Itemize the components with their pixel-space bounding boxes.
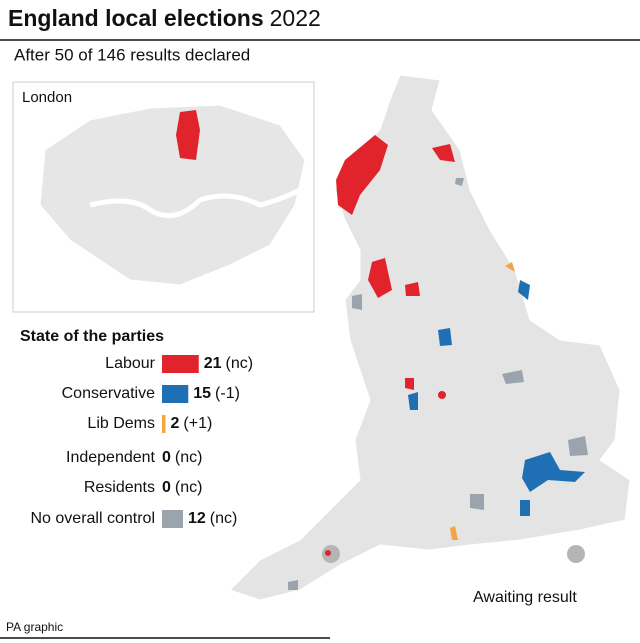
seat-count: 15 (-1) [193,385,240,402]
seats: 2 [171,415,180,432]
region-noc [502,370,524,384]
region-noc [470,494,484,510]
thames [89,187,302,219]
region-labour [176,110,200,160]
region-conservative [520,500,530,516]
region-conservative [518,280,530,300]
key-label: Awaiting result [473,589,577,606]
region-libdem [505,262,515,272]
region-noc [455,178,464,186]
footer: PA graphic [6,620,63,634]
seat-count: 0 (nc) [162,479,202,496]
seat-count: 21 (nc) [204,355,253,372]
awaiting-marker [322,545,340,563]
party-name: Labour [105,355,155,372]
seats: 15 [193,385,211,402]
party-name: Independent [66,449,156,466]
inset-label: London [22,89,72,106]
region-conservative [408,392,418,410]
party-name: No overall control [31,510,156,527]
map [229,74,631,601]
region-labour [405,378,414,390]
region-labour [368,258,392,298]
key-marker [567,545,585,563]
change: (nc) [175,449,203,466]
region-labour [405,282,420,296]
region-labour [438,391,446,399]
party-name: Residents [84,479,155,496]
region-libdem [450,526,458,540]
title-year: 2022 [270,5,321,31]
seat-count: 0 (nc) [162,449,202,466]
region-labour [336,135,388,215]
region-labour [325,550,331,556]
party-name: Conservative [62,385,155,402]
change: (nc) [226,355,254,372]
legend-title: State of the parties [20,328,164,345]
region-noc [568,436,588,456]
region-noc [288,580,298,590]
change: (+1) [183,415,212,432]
region-conservative [438,328,452,346]
title: England local elections 2022 [8,5,321,31]
change: (nc) [175,479,203,496]
change: (-1) [215,385,240,402]
subtitle: After 50 of 146 results declared [14,45,250,64]
london-inset: London [12,81,315,313]
region-conservative [522,452,585,492]
seat-bar [162,415,166,433]
party-name: Lib Dems [87,415,155,432]
seats: 0 [162,479,171,496]
seats: 21 [204,355,222,372]
london-outline [39,104,306,286]
seats: 12 [188,510,206,527]
seats: 0 [162,449,171,466]
region-noc [352,294,362,310]
seat-bar [162,385,189,403]
seat-count: 2 (+1) [171,415,213,432]
seat-count: 12 (nc) [188,510,237,527]
region-labour [432,144,455,162]
seat-bar [162,510,183,528]
title-main: England local elections [8,5,264,31]
change: (nc) [210,510,238,527]
legend: Labour 21 (nc)Conservative 15 (-1)Lib Dems 2(… [31,355,253,528]
seat-bar [162,355,199,373]
